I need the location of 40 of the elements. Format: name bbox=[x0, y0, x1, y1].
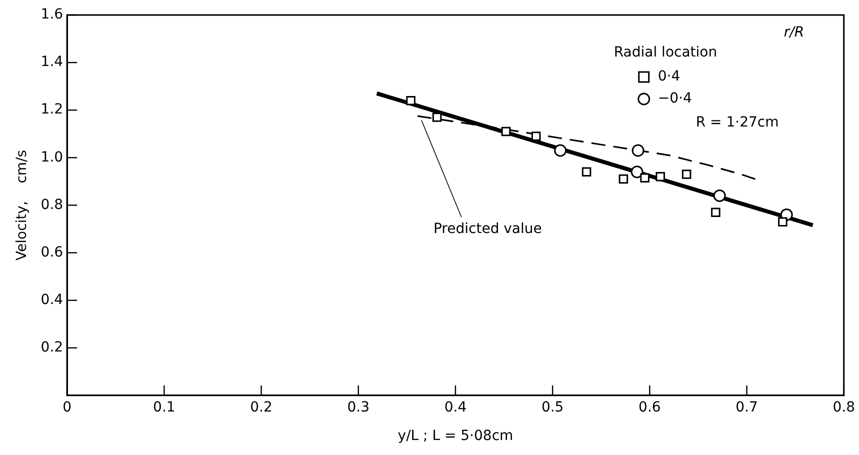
annotation: r/R bbox=[784, 24, 804, 41]
x-tick-label: 0.1 bbox=[153, 399, 176, 416]
y-tick-label: 0.6 bbox=[40, 244, 64, 260]
point bbox=[632, 144, 644, 157]
y-tick-label: 1.6 bbox=[40, 6, 64, 23]
x-tick-label: 0.2 bbox=[250, 399, 272, 416]
legend-title: Radial location bbox=[614, 44, 718, 61]
point bbox=[711, 208, 720, 217]
point bbox=[432, 112, 442, 122]
x-axis-title: y/L ; L = 5·08cm bbox=[398, 428, 514, 444]
point bbox=[618, 174, 628, 184]
y-axis-title: Velocity, cm/s bbox=[14, 150, 30, 260]
annotation: R = 1·27cm bbox=[696, 114, 779, 131]
point bbox=[554, 144, 567, 157]
x-tick-label: 0.5 bbox=[541, 399, 564, 416]
x-tick-label: 0.6 bbox=[638, 399, 661, 416]
x-tick-label: 0.8 bbox=[832, 399, 855, 416]
point bbox=[582, 167, 592, 177]
x-tick-label: 0 bbox=[62, 399, 72, 416]
y-tick-label: 1.2 bbox=[40, 102, 64, 118]
y-tick-label: 0.2 bbox=[40, 339, 64, 356]
x-tick-label: 0.3 bbox=[347, 399, 370, 416]
y-tick-label: 1.0 bbox=[40, 149, 64, 166]
point bbox=[531, 132, 541, 141]
point bbox=[501, 126, 511, 136]
point bbox=[713, 189, 726, 202]
point bbox=[406, 96, 416, 106]
y-tick-label: 0.4 bbox=[40, 292, 64, 308]
x-tick-label: 0.7 bbox=[736, 399, 758, 416]
y-tick-label: 0.8 bbox=[40, 196, 64, 213]
point bbox=[640, 173, 650, 182]
point bbox=[682, 170, 692, 179]
point bbox=[778, 217, 788, 226]
annotation: Predicted value bbox=[433, 220, 542, 237]
point bbox=[630, 166, 644, 178]
y-tick-label: 1.4 bbox=[40, 54, 64, 70]
legend-label: −0·4 bbox=[658, 90, 692, 107]
x-tick-label: 0.4 bbox=[444, 399, 467, 416]
point bbox=[656, 172, 665, 182]
legend-label: 0·4 bbox=[658, 68, 680, 85]
